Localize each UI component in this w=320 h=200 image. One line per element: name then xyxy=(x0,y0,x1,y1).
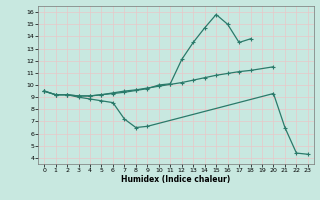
X-axis label: Humidex (Indice chaleur): Humidex (Indice chaleur) xyxy=(121,175,231,184)
